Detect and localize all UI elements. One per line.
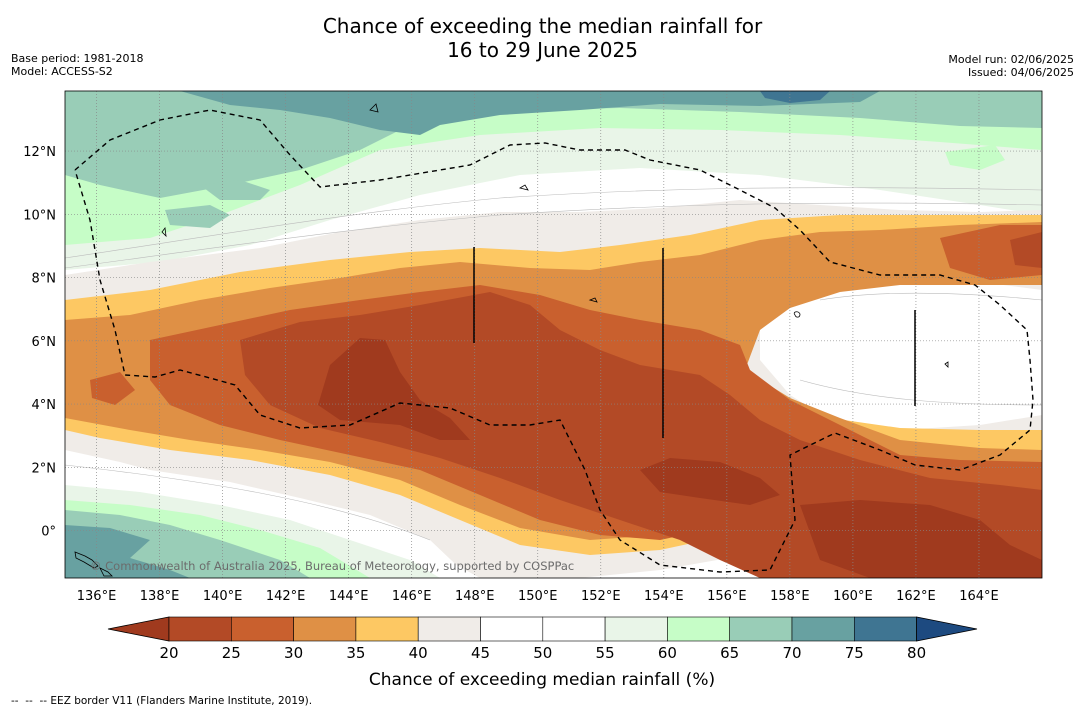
lon-tick-label: 150°E [518, 589, 558, 604]
title-line-2: 16 to 29 June 2025 [447, 38, 638, 62]
chart-title: Chance of exceeding the median rainfall … [0, 14, 1085, 62]
colorbar-tick: 25 [222, 644, 241, 662]
colorbar-swatch [355, 616, 419, 642]
lon-tick-label: 142°E [266, 589, 306, 604]
zone-45-55-east [760, 280, 1042, 430]
zone-below-20 [318, 338, 470, 440]
zone-70-75-north [65, 91, 1042, 198]
lat-tick-label: 2°N [32, 461, 57, 476]
lat-tick-label: 6°N [32, 335, 57, 350]
eez-border [74, 109, 1034, 573]
lat-tick-label: 0° [41, 525, 56, 540]
colorbar-swatch [853, 616, 917, 642]
colorbar-max-arrow [916, 616, 978, 642]
zone-below-20-mid [640, 458, 780, 505]
colorbar-tick: 75 [845, 644, 864, 662]
lat-tick-label: 4°N [32, 398, 57, 413]
lat-tick-label: 10°N [23, 208, 56, 223]
colorbar-tick: 30 [284, 644, 303, 662]
copyright-credit: © Commonwealth of Australia 2025, Bureau… [90, 559, 574, 573]
eez-footnote: -- -- -- EEZ border V11 (Flanders Marine… [11, 695, 313, 707]
latitude-labels: 12°N 10°N 8°N 6°N 4°N 2°N 0° [23, 145, 56, 539]
graticule [65, 91, 1042, 578]
zone-80plus-north [760, 91, 830, 103]
colorbar-swatch [417, 616, 481, 642]
lon-tick-label: 154°E [644, 589, 684, 604]
lon-tick-label: 138°E [140, 589, 180, 604]
zone-75-80-north [180, 91, 880, 135]
base-period: Base period: 1981-2018 [11, 52, 144, 65]
issued-date: Issued: 04/06/2025 [967, 66, 1074, 79]
colorbar-swatch [231, 616, 294, 642]
colorbar-tick-labels: 20 25 30 35 40 45 50 55 60 65 70 75 80 [159, 644, 926, 662]
colorbar-tick: 65 [720, 644, 739, 662]
lon-tick-label: 162°E [896, 589, 936, 604]
zone-70-75-patch [200, 180, 270, 200]
colorbar-tick: 60 [658, 644, 677, 662]
map-frame [64, 90, 1043, 579]
title-line-1: Chance of exceeding the median rainfall … [322, 14, 763, 38]
colorbar-swatch [293, 616, 357, 642]
lon-tick-label: 152°E [581, 589, 621, 604]
model-info: Base period: 1981-2018 Model: ACCESS-S2 [11, 52, 143, 78]
lon-tick-label: 156°E [707, 589, 747, 604]
lon-tick-label: 158°E [770, 589, 810, 604]
coastlines [74, 103, 949, 577]
colorbar-tick: 55 [596, 644, 615, 662]
rainfall-probability-map [65, 91, 1042, 578]
colorbar-title: Chance of exceeding median rainfall (%) [369, 670, 715, 690]
colorbar-tick: 45 [471, 644, 490, 662]
lat-tick-label: 8°N [32, 272, 57, 287]
colorbar-swatch [729, 616, 793, 642]
zone-below-20-se [800, 500, 1042, 578]
lon-tick-label: 148°E [455, 589, 495, 604]
colorbar-tick: 35 [346, 644, 365, 662]
colorbar-swatch [604, 616, 668, 642]
eez-segments [473, 247, 916, 438]
lon-tick-label: 140°E [203, 589, 243, 604]
colorbar-swatch [791, 616, 855, 642]
lon-tick-label: 164°E [959, 589, 999, 604]
colorbar-swatch [168, 616, 232, 642]
colorbar-swatch [667, 616, 731, 642]
colorbar-tick: 20 [159, 644, 178, 662]
colorbar [107, 616, 978, 642]
run-info: Model run: 02/06/2025 Issued: 04/06/2025 [948, 53, 1074, 79]
colorbar-swatch [480, 616, 544, 642]
lon-tick-label: 136°E [77, 589, 117, 604]
zone-25-30-w [90, 372, 135, 405]
zone-20-25-ne [1010, 232, 1042, 268]
lat-tick-label: 12°N [23, 145, 56, 160]
colorbar-tick: 50 [533, 644, 552, 662]
longitude-labels: 136°E 138°E 140°E 142°E 144°E 146°E 148°E 150°E… [77, 589, 999, 604]
colorbar-tick: 70 [782, 644, 801, 662]
colorbar-swatch [542, 616, 606, 642]
colorbar-min-arrow [107, 616, 170, 642]
colorbar-tick: 40 [409, 644, 428, 662]
model-name: Model: ACCESS-S2 [11, 65, 113, 78]
lon-tick-label: 160°E [833, 589, 873, 604]
colorbar-tick: 80 [907, 644, 926, 662]
lon-tick-label: 146°E [392, 589, 432, 604]
zone-70-75-patch-2 [165, 205, 230, 228]
lon-tick-label: 144°E [329, 589, 369, 604]
model-run-date: Model run: 02/06/2025 [948, 53, 1074, 66]
